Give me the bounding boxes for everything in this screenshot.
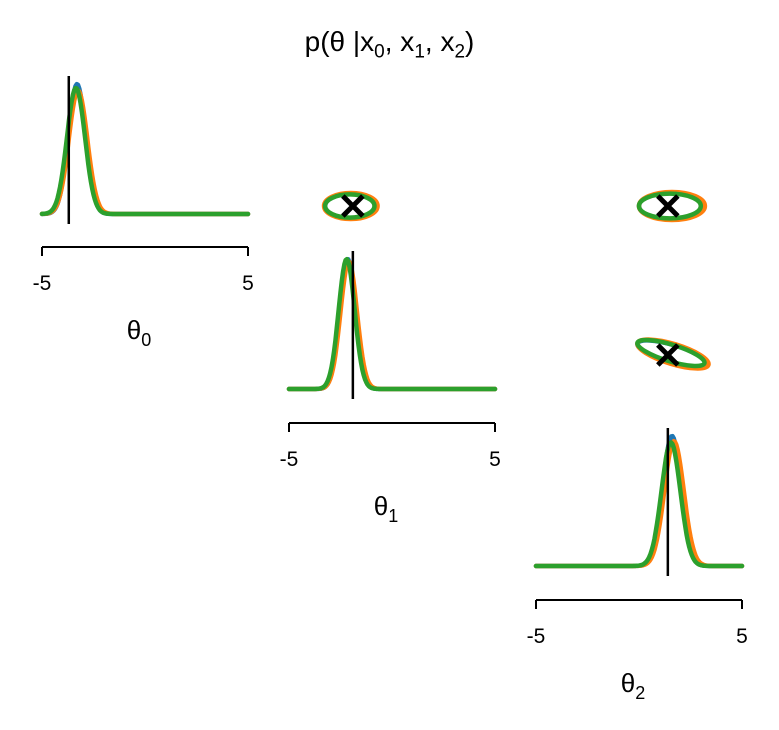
x-axis-label-0: θ0 (127, 315, 151, 350)
contour-2-0-series-2 (636, 191, 704, 221)
x-tick-label-0-right: 5 (242, 272, 254, 295)
marginal-1-series-2 (286, 256, 498, 392)
x-axis-label-2: θ2 (621, 668, 645, 703)
marginal-1-series-1 (286, 259, 498, 392)
x-tick-label-2-right: 5 (736, 625, 748, 648)
true-value-marker-1-0 (341, 194, 365, 218)
chart-title: p(θ |x0, x1, x2) (304, 26, 475, 63)
x-tick-label-1-right: 5 (489, 448, 501, 471)
marginal-0-series-2 (39, 85, 251, 217)
contour-2-1-series-2 (635, 337, 707, 369)
marginal-2-series-0 (533, 433, 745, 569)
marginal-2-series-2 (533, 440, 745, 569)
marginal-0-series-1 (39, 88, 251, 217)
x-tick-label-2-left: -5 (527, 625, 546, 648)
marginal-1-series-0 (286, 257, 498, 392)
marginal-2-series-1 (533, 438, 745, 569)
contour-1-0-series-2 (322, 192, 377, 220)
x-tick-label-1-left: -5 (280, 448, 299, 471)
x-tick-label-0-left: -5 (33, 272, 52, 295)
x-axis-label-1: θ1 (374, 491, 398, 526)
true-value-marker-2-1 (656, 343, 680, 367)
true-value-marker-2-0 (656, 194, 680, 218)
